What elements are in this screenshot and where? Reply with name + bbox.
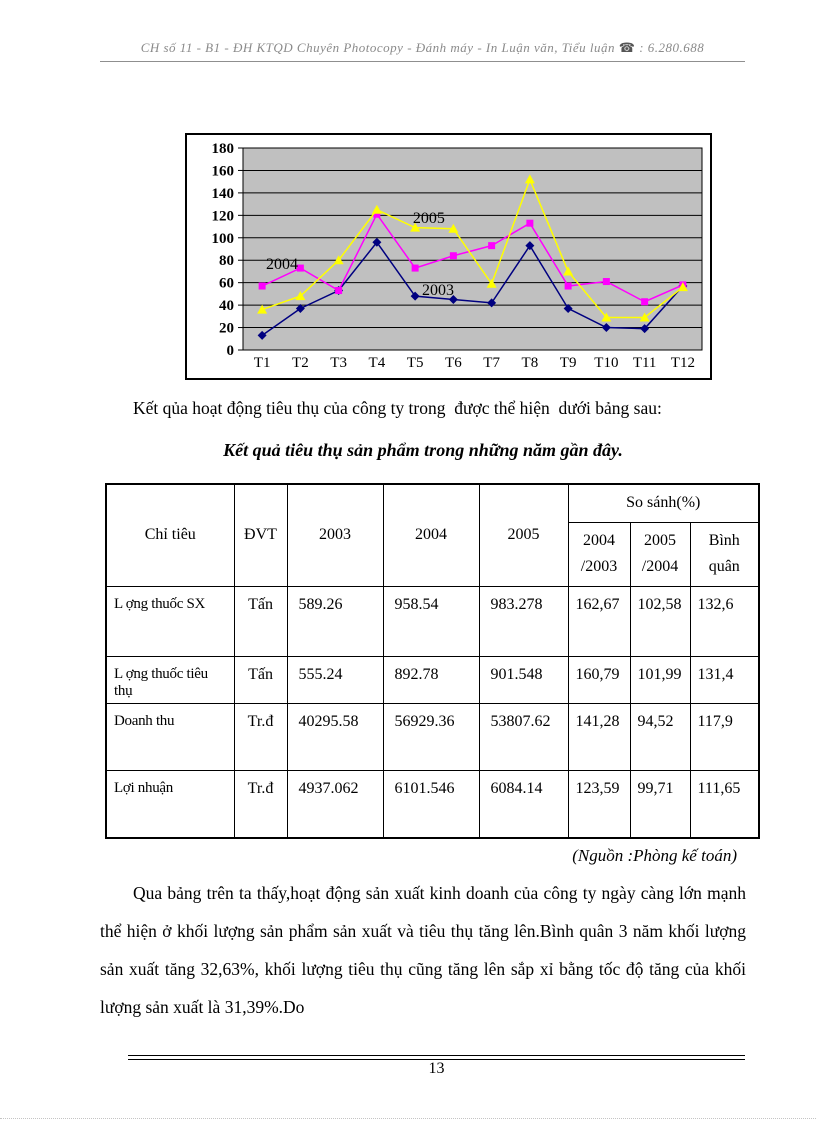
col-header-binh-quan: Bình quân [689, 521, 760, 587]
svg-text:T3: T3 [330, 355, 347, 371]
svg-text:100: 100 [212, 231, 235, 247]
svg-text:T7: T7 [483, 355, 500, 371]
sales-line-chart: 0 20 40 60 80 100 120 140 160 180 T1 T2 T3 T4 T5 T6 T7 T8… [212, 141, 703, 371]
table-header-row-1: Chỉ tiêu ĐVT 2003 2004 2005 So sánh(%) [105, 483, 760, 587]
row-label: L ợng thuốc SX [105, 585, 235, 657]
svg-text:2003: 2003 [422, 282, 454, 299]
svg-text:180: 180 [212, 141, 235, 157]
cell-2005: 901.548 [478, 655, 569, 704]
cell-unit: Tr.đ [233, 769, 288, 839]
cell-2005: 53807.62 [478, 702, 569, 771]
cell-2004: 6101.546 [382, 769, 480, 839]
cell-2003: 40295.58 [286, 702, 384, 771]
cell-unit: Tấn [233, 655, 288, 704]
svg-text:2005: 2005 [413, 210, 445, 227]
svg-text:T4: T4 [369, 355, 386, 371]
cell-ratio-1: 162,67 [567, 585, 631, 657]
cell-2004: 56929.36 [382, 702, 480, 771]
cell-ratio-2: 102,58 [629, 585, 691, 657]
svg-text:120: 120 [212, 208, 235, 224]
source-note: (Nguồn :Phòng kế toán) [572, 846, 737, 865]
col-header-2003: 2003 [286, 483, 384, 587]
cell-2003: 4937.062 [286, 769, 384, 839]
col-header-2005-2004: 2005 /2004 [629, 521, 691, 587]
svg-text:20: 20 [219, 321, 234, 337]
cell-2004: 958.54 [382, 585, 480, 657]
cell-ratio-avg: 111,65 [689, 769, 760, 839]
col-header-compare: So sánh(%) [567, 483, 760, 523]
svg-text:0: 0 [227, 343, 235, 359]
cell-2005: 6084.14 [478, 769, 569, 839]
cell-2004: 892.78 [382, 655, 480, 704]
cell-ratio-2: 101,99 [629, 655, 691, 704]
cell-ratio-1: 123,59 [567, 769, 631, 839]
svg-text:T1: T1 [254, 355, 271, 371]
bottom-dotted-line [0, 1118, 816, 1119]
svg-text:T12: T12 [671, 355, 695, 371]
svg-text:2004: 2004 [266, 256, 298, 273]
row-label: Doanh thu [105, 702, 235, 771]
phone-icon: ☎ [618, 40, 636, 55]
intro-text: Kết qủa hoạt động tiêu thụ của công ty t… [133, 398, 662, 418]
table-row: L ợng thuốc SX Tấn 589.26 958.54 983.278… [105, 585, 760, 657]
table-header-row-2: 2004 /2003 2005 /2004 Bình quân [106, 521, 760, 587]
row-label: L ợng thuốc tiêu thụ [105, 655, 235, 704]
col-header-2005: 2005 [478, 483, 569, 587]
cell-2005: 983.278 [478, 585, 569, 657]
chart-frame: 0 20 40 60 80 100 120 140 160 180 T1 T2 T3 T4 T5 T6 T7 T8… [185, 133, 712, 380]
svg-text:140: 140 [212, 186, 235, 202]
col-header-2004-2003: 2004 /2003 [567, 521, 631, 587]
cell-2003: 589.26 [286, 585, 384, 657]
svg-text:160: 160 [212, 163, 235, 179]
cell-ratio-avg: 117,9 [689, 702, 760, 771]
svg-text:T5: T5 [407, 355, 424, 371]
svg-text:60: 60 [219, 276, 234, 292]
col-header-criteria: Chỉ tiêu [105, 483, 235, 587]
col-header-2004: 2004 [382, 483, 480, 587]
table-row: L ợng thuốc tiêu thụ Tấn 555.24 892.78 9… [105, 655, 760, 704]
cell-2003: 555.24 [286, 655, 384, 704]
svg-text:80: 80 [219, 253, 234, 269]
cell-ratio-2: 99,71 [629, 769, 691, 839]
svg-text:T9: T9 [560, 355, 577, 371]
results-table: Chỉ tiêu ĐVT 2003 2004 2005 So sánh(%) 2… [105, 483, 760, 839]
svg-text:T6: T6 [445, 355, 462, 371]
svg-text:T2: T2 [292, 355, 309, 371]
cell-ratio-1: 160,79 [567, 655, 631, 704]
table-title: Kết quả tiêu thụ sản phẩm trong những nă… [223, 440, 623, 460]
cell-ratio-2: 94,52 [629, 702, 691, 771]
cell-unit: Tr.đ [233, 702, 288, 771]
footer-rule [128, 1055, 745, 1060]
cell-ratio-avg: 131,4 [689, 655, 760, 704]
svg-text:40: 40 [219, 298, 234, 314]
svg-text:T10: T10 [594, 355, 618, 371]
header-text: CH số 11 - B1 - ĐH KTQD Chuyên Photocopy… [140, 40, 615, 55]
table-row: Doanh thu Tr.đ 40295.58 56929.36 53807.6… [105, 702, 760, 771]
col-header-unit: ĐVT [233, 483, 288, 587]
cell-ratio-1: 141,28 [567, 702, 631, 771]
svg-text:T11: T11 [633, 355, 657, 371]
body-paragraph: Qua bảng trên ta thấy,hoạt động sản xuất… [100, 883, 746, 1017]
table-row: Lợi nhuận Tr.đ 4937.062 6101.546 6084.14… [105, 769, 760, 839]
cell-unit: Tấn [233, 585, 288, 657]
row-label: Lợi nhuận [105, 769, 235, 839]
page-header: CH số 11 - B1 - ĐH KTQD Chuyên Photocopy… [100, 40, 745, 62]
cell-ratio-avg: 132,6 [689, 585, 760, 657]
header-phone-number: : 6.280.688 [639, 40, 705, 55]
svg-text:T8: T8 [522, 355, 539, 371]
page-number: 13 [428, 1060, 445, 1077]
